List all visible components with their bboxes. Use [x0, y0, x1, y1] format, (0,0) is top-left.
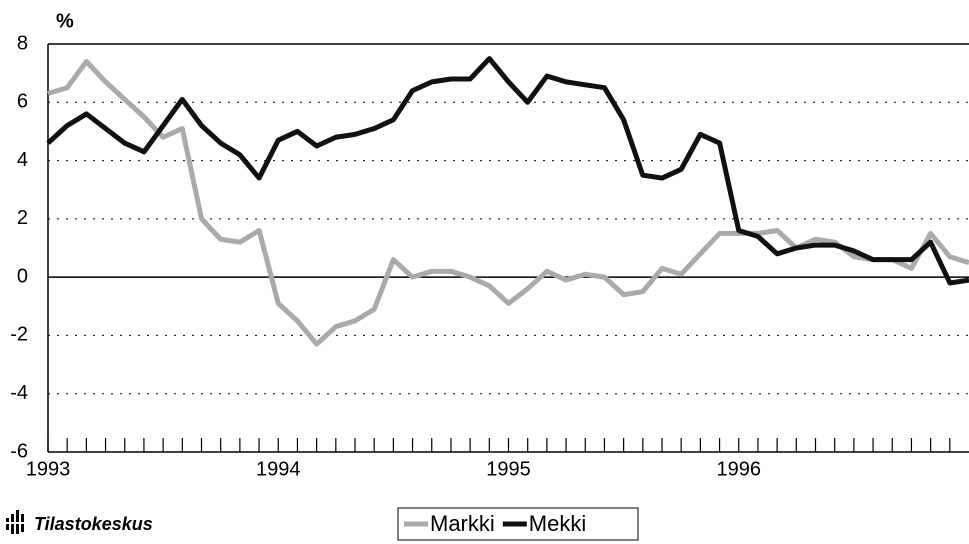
x-tick-label: 1996	[717, 458, 762, 480]
y-tick-label: -6	[10, 440, 28, 462]
line-series	[47, 58, 969, 347]
y-tick-label: -4	[10, 382, 28, 404]
x-tick-label: 1994	[256, 458, 301, 480]
x-tick-label: 1995	[486, 458, 531, 480]
legend-label: Mekki	[529, 511, 586, 536]
legend-label: Markki	[430, 511, 495, 536]
y-tick-label: 2	[17, 207, 28, 229]
line-series	[46, 56, 969, 286]
y-tick-label: 4	[17, 149, 28, 171]
x-tick-label: 1993	[26, 458, 71, 480]
source: Tilastokeskus	[34, 514, 153, 534]
y-tick-label: -2	[10, 324, 28, 346]
y-axis-label: %	[56, 10, 74, 32]
y-tick-label: 0	[17, 265, 28, 287]
y-tick-label: 8	[17, 32, 28, 54]
logo	[5, 510, 27, 534]
y-tick-label: 6	[17, 91, 28, 113]
